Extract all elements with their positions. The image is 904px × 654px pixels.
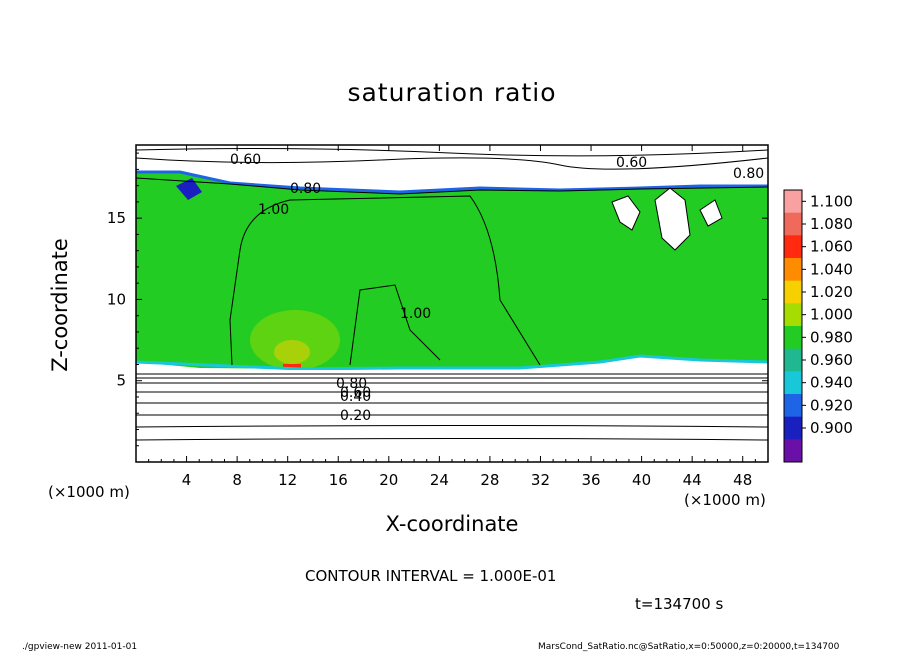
x-tick-label: 36 (581, 471, 600, 489)
contour-lines (136, 148, 768, 441)
cloud-base-high (283, 364, 301, 368)
contour-interval-note: CONTOUR INTERVAL = 1.000E-01 (305, 567, 557, 585)
colorbar-frame (783, 189, 803, 463)
colorbar-swatch (784, 348, 802, 372)
x-tick-label: 24 (430, 471, 449, 489)
footer-left: ./gpview-new 2011-01-01 (22, 642, 138, 652)
footer-right: MarsCond_SatRatio.nc@SatRatio,x=0:50000,… (538, 642, 840, 652)
y-tick-label: 10 (107, 290, 126, 308)
contour-label: 0.60 (230, 152, 261, 168)
colorbar-label: 1.100 (810, 192, 853, 210)
y-tick-label: 15 (107, 209, 126, 227)
colorbar-label: 1.020 (810, 283, 853, 301)
x-tick-label: 44 (683, 471, 702, 489)
x-tick-label: 40 (632, 471, 651, 489)
x-tick-label: 8 (232, 471, 242, 489)
time-stamp: t=134700 s (635, 595, 724, 613)
colorbar-swatch (784, 394, 802, 418)
colorbar-label: 0.920 (810, 396, 853, 414)
colorbar-label: 0.980 (810, 328, 853, 346)
contour-label: 0.60 (616, 155, 647, 171)
colorbar-swatch (784, 303, 802, 327)
contour-label: 0.60 (340, 385, 371, 401)
contour-label: 0.40 (340, 389, 371, 405)
x-axis-label: X-coordinate (385, 512, 519, 536)
x-axis-unit-left: (×1000 m) (48, 483, 130, 501)
colorbar-swatch (784, 190, 802, 214)
x-tick-label: 32 (531, 471, 550, 489)
updraft-core (250, 310, 340, 370)
colorbar-label: 0.960 (810, 351, 853, 369)
y-tick-label: 5 (116, 372, 126, 390)
lower-layer (136, 370, 768, 462)
colorbar-swatch (784, 280, 802, 304)
contour-label: 0.20 (340, 408, 371, 424)
lower-fringe (136, 354, 768, 371)
x-tick-label: 20 (379, 471, 398, 489)
colorbar-label: 0.940 (810, 374, 853, 392)
colorbar-label: 1.040 (810, 260, 853, 278)
contour-label: 0.80 (733, 166, 764, 182)
x-axis-unit-right: (×1000 m) (684, 491, 766, 509)
x-tick-label: 4 (182, 471, 192, 489)
saturated-region (136, 172, 768, 369)
colorbar-swatch (784, 235, 802, 259)
contour-label: 1.00 (400, 306, 431, 322)
x-tick-label: 28 (480, 471, 499, 489)
contour-label: 1.00 (258, 202, 289, 218)
colorbar-swatch (784, 416, 802, 440)
contour-label-group: 0.60 0.60 0.80 0.80 1.00 1.00 0.80 0.60 … (230, 152, 764, 424)
colorbar-swatch (784, 371, 802, 395)
x-tick-label: 48 (733, 471, 752, 489)
colorbar-label: 1.080 (810, 215, 853, 233)
colorbar-label: 1.000 (810, 306, 853, 324)
chart-title: saturation ratio (347, 78, 557, 107)
saturation-field (136, 145, 768, 462)
colorbar-label: 1.060 (810, 238, 853, 256)
colorbar: 1.100 1.080 1.060 1.040 1.020 1.000 0.980 0.960… (783, 189, 853, 463)
x-tick-label: 16 (329, 471, 348, 489)
contour-label: 0.80 (290, 181, 321, 197)
contour-label: 0.80 (336, 376, 367, 392)
x-tick-label: 12 (278, 471, 297, 489)
colorbar-swatch (784, 212, 802, 236)
colorbar-swatch (784, 258, 802, 282)
right-patches (611, 187, 723, 251)
left-blue-patch (176, 178, 202, 200)
colorbar-swatch (784, 326, 802, 350)
colorbar-swatch (784, 439, 802, 463)
colorbar-label: 0.900 (810, 419, 853, 437)
updraft-core-inner (274, 340, 310, 364)
upper-fringe (136, 170, 768, 194)
